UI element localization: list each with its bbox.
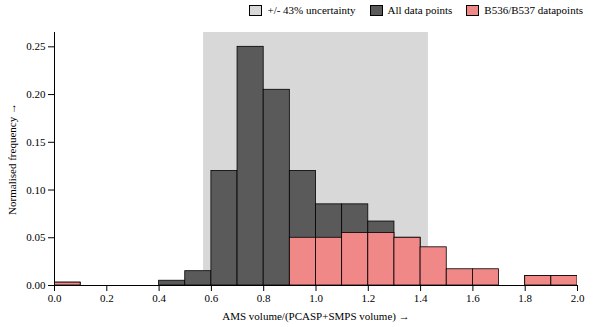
svg-text:0.15: 0.15 — [26, 136, 46, 148]
svg-text:0.6: 0.6 — [205, 292, 219, 304]
svg-text:0.4: 0.4 — [152, 292, 166, 304]
svg-text:2.0: 2.0 — [571, 292, 585, 304]
svg-text:1.6: 1.6 — [466, 292, 480, 304]
svg-text:1.8: 1.8 — [518, 292, 532, 304]
svg-text:Normalised frequency →: Normalised frequency → — [6, 103, 18, 215]
svg-text:1.0: 1.0 — [309, 292, 323, 304]
svg-text:0.10: 0.10 — [26, 184, 46, 196]
svg-text:0.8: 0.8 — [257, 292, 271, 304]
html-text:All data points: All data points — [387, 4, 453, 16]
svg-text:0.25: 0.25 — [26, 40, 46, 52]
svg-text:0.2: 0.2 — [100, 292, 114, 304]
svg-text:0.00: 0.00 — [26, 279, 46, 291]
html-text:+/- 43% uncertainty: +/- 43% uncertainty — [267, 4, 356, 16]
svg-text:0.0: 0.0 — [48, 292, 62, 304]
svg-text:1.4: 1.4 — [414, 292, 428, 304]
svg-text:AMS volume/(PCASP+SMPS volume): AMS volume/(PCASP+SMPS volume) → — [222, 310, 409, 323]
html-text:B536/B537 datapoints: B536/B537 datapoints — [484, 4, 583, 16]
svg-text:0.05: 0.05 — [26, 231, 46, 243]
svg-text:0.20: 0.20 — [26, 88, 46, 100]
svg-text:1.2: 1.2 — [361, 292, 375, 304]
